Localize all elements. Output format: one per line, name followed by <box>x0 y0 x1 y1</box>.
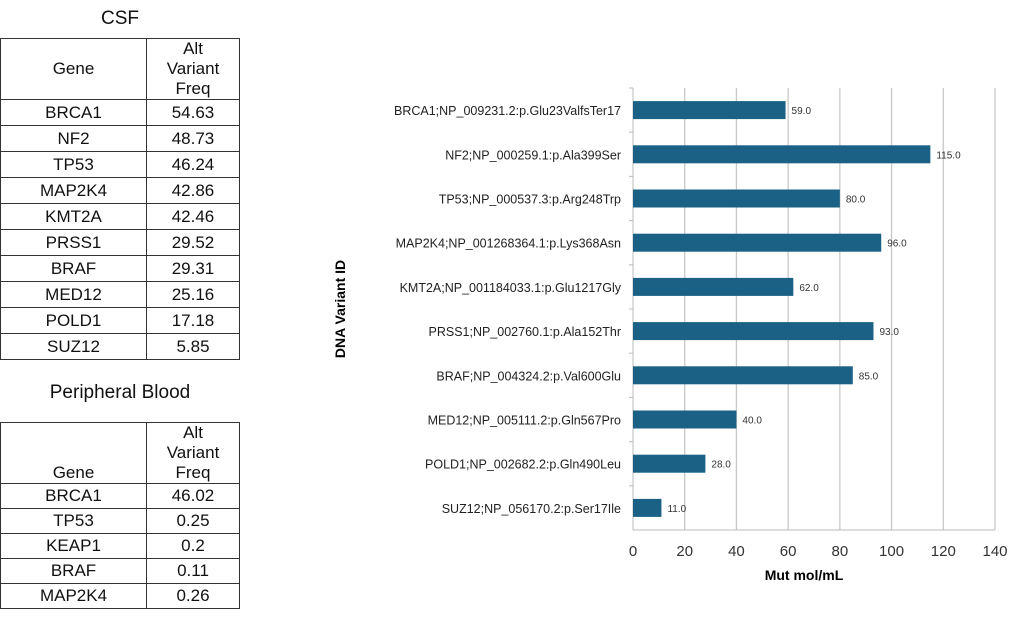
category-label: BRAF;NP_004324.2:p.Val600Glu <box>436 369 621 383</box>
data-label: 115.0 <box>936 150 961 161</box>
bar <box>633 322 874 341</box>
gene-cell: MAP2K4 <box>0 177 147 204</box>
csf-title: CSF <box>101 8 139 29</box>
gene-cell: MED12 <box>0 281 147 308</box>
x-tick-label: 140 <box>982 543 1007 560</box>
header-freq: Alt Variant Freq <box>146 422 240 484</box>
freq-cell: 48.73 <box>146 125 240 152</box>
data-label: 93.0 <box>879 327 899 338</box>
category-label: POLD1;NP_002682.2:p.Gln490Leu <box>425 458 621 472</box>
y-axis-title: DNA Variant ID <box>332 260 348 358</box>
header-gene: Gene <box>0 38 147 100</box>
table-row: SUZ12 5.85 <box>0 333 240 360</box>
freq-cell: 0.26 <box>146 583 240 609</box>
gene-cell: SUZ12 <box>0 333 147 360</box>
x-tick-label: 0 <box>629 543 637 560</box>
bar <box>633 410 737 429</box>
table-row: MAP2K4 42.86 <box>0 177 240 204</box>
data-label: 62.0 <box>799 283 819 294</box>
freq-cell: 25.16 <box>146 281 240 308</box>
header-row: Gene Alt Variant Freq <box>0 422 240 484</box>
freq-cell: 54.63 <box>146 99 240 126</box>
gene-cell: POLD1 <box>0 307 147 334</box>
table-row: TP53 46.24 <box>0 151 240 178</box>
category-label: MED12;NP_005111.2:p.Gln567Pro <box>428 414 621 428</box>
gene-cell: NF2 <box>0 125 147 152</box>
freq-cell: 29.31 <box>146 255 240 282</box>
table-row: TP53 0.25 <box>0 508 240 534</box>
freq-cell: 0.2 <box>146 533 240 559</box>
table-row: POLD1 17.18 <box>0 307 240 334</box>
data-label: 59.0 <box>792 106 812 117</box>
bar <box>633 498 662 517</box>
freq-cell: 17.18 <box>146 307 240 334</box>
x-tick-label: 60 <box>780 543 797 560</box>
data-label: 85.0 <box>859 371 879 382</box>
blood-table: Gene Alt Variant Freq BRCA1 46.02 TP53 0.25 KE… <box>0 422 240 609</box>
x-tick-label: 40 <box>728 543 745 560</box>
header-freq: Alt Variant Freq <box>146 38 240 100</box>
data-label: 11.0 <box>667 504 686 515</box>
bar <box>633 366 853 385</box>
table-row: MED12 25.16 <box>0 281 240 308</box>
x-tick-label: 100 <box>879 543 904 560</box>
x-axis-title: Mut mol/mL <box>765 567 844 583</box>
bar <box>633 454 706 473</box>
header-row: Gene Alt Variant Freq <box>0 38 240 100</box>
data-label: 28.0 <box>711 460 731 471</box>
category-label: KMT2A;NP_001184033.1:p.Glu1217Gly <box>400 281 622 295</box>
csf-table: Gene Alt Variant Freq BRCA1 54.63 NF2 48.73 TP… <box>0 38 240 360</box>
table-row: NF2 48.73 <box>0 125 240 152</box>
data-label: 80.0 <box>846 195 866 206</box>
table-row: PRSS1 29.52 <box>0 229 240 256</box>
bar <box>633 233 882 252</box>
bar <box>633 145 931 164</box>
bar <box>633 277 794 296</box>
table-row: KMT2A 42.46 <box>0 203 240 230</box>
header-gene: Gene <box>0 422 147 484</box>
category-label: SUZ12;NP_056170.2:p.Ser17Ile <box>442 502 621 516</box>
gene-cell: MAP2K4 <box>0 583 147 609</box>
bar <box>633 189 840 208</box>
data-label: 96.0 <box>887 239 907 250</box>
gene-cell: BRCA1 <box>0 483 147 509</box>
x-tick-label: 120 <box>931 543 956 560</box>
category-label: TP53;NP_000537.3:p.Arg248Trp <box>439 193 621 207</box>
freq-cell: 5.85 <box>146 333 240 360</box>
freq-cell: 42.46 <box>146 203 240 230</box>
table-row: BRAF 29.31 <box>0 255 240 282</box>
table-row: BRCA1 46.02 <box>0 483 240 509</box>
data-label: 40.0 <box>742 416 762 427</box>
blood-title: Peripheral Blood <box>49 382 191 403</box>
gene-cell: KEAP1 <box>0 533 147 559</box>
category-label: NF2;NP_000259.1:p.Ala399Ser <box>445 148 621 162</box>
category-label: PRSS1;NP_002760.1:p.Ala152Thr <box>429 325 622 339</box>
x-tick-label: 80 <box>832 543 849 560</box>
table-row: BRCA1 54.63 <box>0 99 240 126</box>
gene-cell: KMT2A <box>0 203 147 230</box>
bar <box>633 101 786 120</box>
gene-cell: TP53 <box>0 508 147 534</box>
category-label: BRCA1;NP_009231.2:p.Glu23ValfsTer17 <box>394 104 621 118</box>
category-label: MAP2K4;NP_001268364.1:p.Lys368Asn <box>396 237 621 251</box>
table-row: MAP2K4 0.26 <box>0 583 240 609</box>
table-row: KEAP1 0.2 <box>0 533 240 559</box>
x-tick-label: 20 <box>676 543 693 560</box>
gene-cell: TP53 <box>0 151 147 178</box>
